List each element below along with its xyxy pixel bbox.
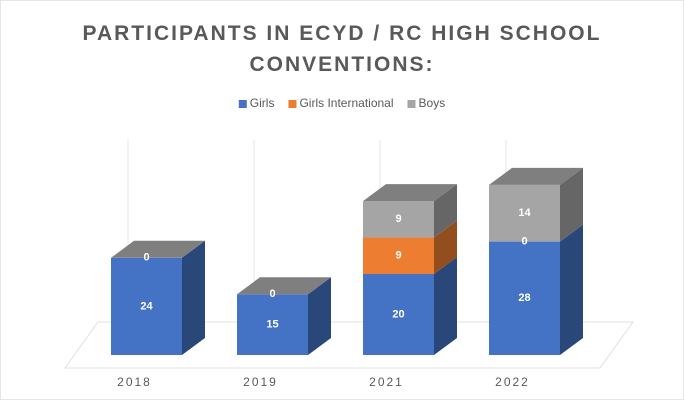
bar-top — [111, 240, 205, 258]
x-tick-label: 2021 — [369, 375, 404, 389]
bar-front — [489, 241, 560, 355]
data-label: 9 — [395, 250, 401, 262]
data-label: 9 — [395, 213, 401, 225]
bar-side — [434, 220, 457, 274]
data-label: 14 — [518, 207, 531, 219]
floor — [64, 321, 634, 369]
bar-top — [237, 277, 331, 295]
bar-top — [363, 184, 457, 202]
bar-side — [308, 277, 331, 355]
bar-top — [489, 167, 583, 185]
x-tick-label: 2018 — [117, 375, 152, 389]
data-label: 15 — [266, 319, 278, 331]
legend-label: Girls — [250, 96, 275, 110]
data-label: 0 — [269, 288, 275, 300]
bar-side — [434, 257, 457, 355]
bar-side — [182, 240, 205, 355]
data-label: 20 — [392, 308, 404, 320]
bar-side — [434, 184, 457, 238]
legend-swatch — [238, 100, 247, 108]
bar-front — [363, 237, 434, 274]
legend-swatch — [288, 100, 297, 108]
bar-front — [111, 257, 182, 355]
bar-front — [237, 294, 308, 355]
data-label: 0 — [143, 252, 149, 264]
legend-label: Girls International — [299, 96, 393, 110]
legend-swatch — [407, 100, 416, 108]
bar-side — [560, 224, 583, 355]
bar-front — [363, 201, 434, 238]
x-tick-label: 2022 — [495, 375, 530, 389]
x-tick-label: 2019 — [243, 375, 278, 389]
data-label: 28 — [518, 292, 530, 304]
legend-label: Boys — [419, 96, 446, 110]
bar-front — [489, 184, 560, 242]
bar-front — [363, 274, 434, 355]
data-label: 24 — [140, 300, 153, 312]
chart-title: PARTICIPANTS IN ECYD / RC HIGH SCHOOL CO… — [82, 22, 602, 76]
data-label: 0 — [521, 236, 527, 248]
bar-side — [560, 167, 583, 242]
